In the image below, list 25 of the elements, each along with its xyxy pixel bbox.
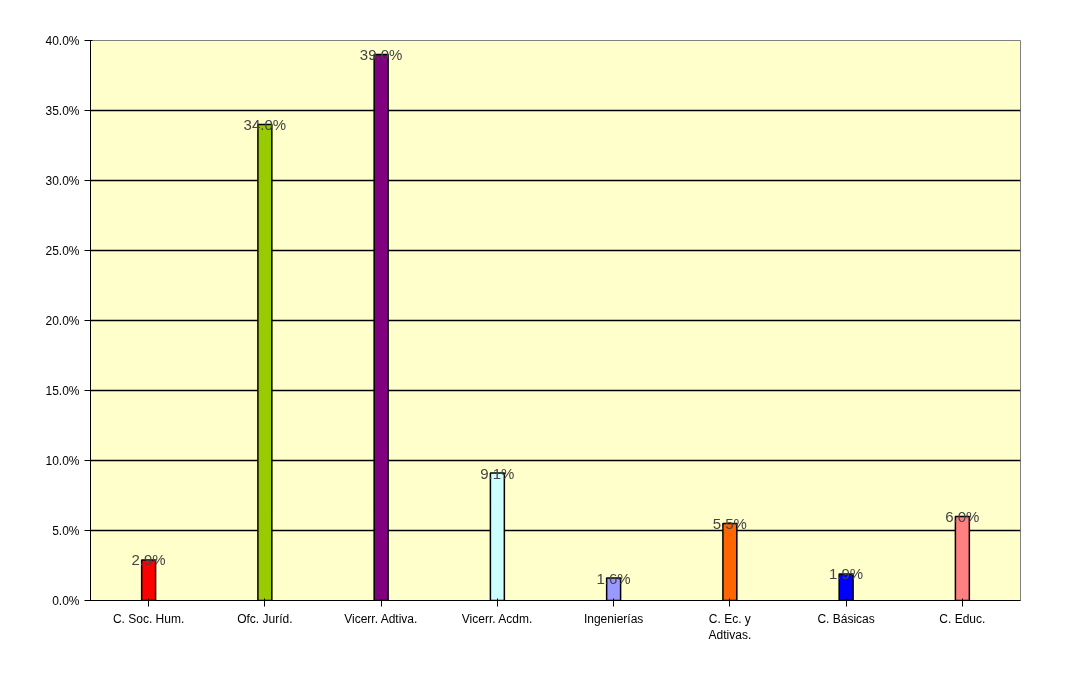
data-label: 34.0% bbox=[243, 116, 287, 133]
data-label: 9.1% bbox=[480, 464, 515, 482]
data-label: 1.6% bbox=[596, 569, 631, 587]
x-tick-label: Vicerr. Adtiva. bbox=[344, 611, 418, 626]
data-label: 6.0% bbox=[945, 508, 980, 525]
y-tick-label: 35.0% bbox=[45, 103, 80, 118]
y-tick-label: 25.0% bbox=[45, 243, 80, 258]
data-label: 2.9% bbox=[131, 551, 166, 569]
y-tick-label: 10.0% bbox=[45, 453, 80, 468]
y-tick-label: 0.0% bbox=[52, 593, 80, 608]
data-label: 5.5% bbox=[712, 515, 747, 532]
y-tick-label: 20.0% bbox=[45, 313, 80, 328]
x-tick-label: C. Básicas bbox=[817, 611, 875, 626]
x-tick-label: Ingenierías bbox=[583, 611, 644, 626]
data-label: 39.0% bbox=[359, 46, 403, 63]
y-tick-label: 40.0% bbox=[45, 33, 80, 48]
y-tick-label: 15.0% bbox=[45, 383, 80, 398]
data-label: 1.9% bbox=[829, 565, 864, 583]
x-tick-label: C. Ec. y Adtivas. bbox=[708, 611, 752, 643]
y-tick-label: 30.0% bbox=[45, 173, 80, 188]
x-tick-label: C. Educ. bbox=[939, 611, 986, 626]
x-tick-label: Vicerr. Acdm. bbox=[461, 611, 533, 626]
y-tick-label: 5.0% bbox=[52, 523, 80, 538]
x-tick-label: Ofc. Juríd. bbox=[237, 611, 293, 626]
x-tick-label: C. Soc. Hum. bbox=[112, 611, 185, 626]
